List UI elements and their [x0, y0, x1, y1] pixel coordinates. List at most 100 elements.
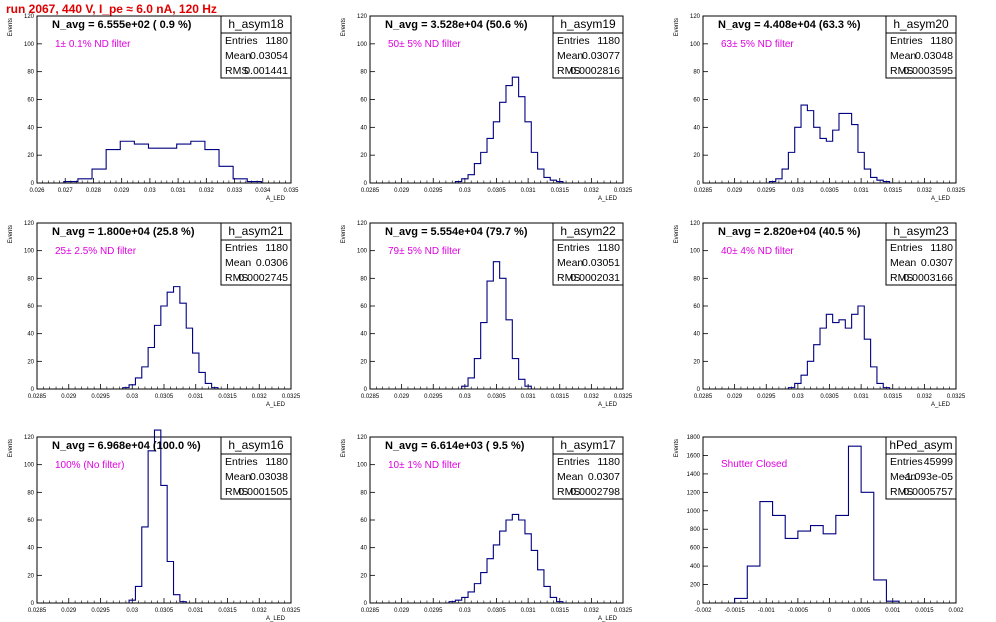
y-tick-label: 200 [690, 583, 701, 589]
y-tick-label: 100 [24, 249, 35, 255]
y-tick-label: 1800 [687, 435, 701, 441]
y-tick-label: 100 [690, 249, 701, 255]
y-tick-label: 20 [27, 359, 34, 365]
stats-value: 1180 [265, 242, 288, 254]
x-tick-label: 0.0325 [947, 394, 966, 400]
y-tick-label: 100 [690, 42, 701, 48]
stats-value: 0.001441 [244, 65, 288, 77]
histogram-series [128, 429, 187, 603]
y-axis-label: Events [8, 18, 14, 36]
stats-key: RMS [225, 272, 248, 284]
y-tick-label: 1200 [687, 490, 701, 496]
stats-value: 0.0005757 [903, 486, 953, 498]
x-tick-label: 0.0295 [424, 394, 443, 400]
stats-title: h_asym22 [560, 224, 616, 238]
y-tick-label: 100 [357, 463, 368, 469]
stats-value: 1180 [597, 242, 620, 254]
stats-key: Entries [557, 456, 590, 468]
stats-key: Mean [890, 471, 916, 483]
stats-value: 1180 [597, 456, 620, 468]
x-tick-label: 0.0305 [820, 188, 839, 194]
x-tick-label: -0.0015 [724, 608, 745, 614]
stats-box [552, 222, 624, 286]
histogram-series [63, 140, 262, 183]
y-tick-label: 400 [690, 564, 701, 570]
y-tick-label: 20 [693, 359, 700, 365]
x-tick-label: 0.0285 [694, 188, 713, 194]
stats-value: 1180 [265, 456, 288, 468]
stats-key: RMS [890, 272, 913, 284]
y-axis-label: Events [674, 439, 680, 457]
x-tick-label: 0.028 [86, 188, 102, 194]
filter-annotation: 50± 5% ND filter [388, 39, 461, 50]
x-axis-label: A_LED [598, 616, 618, 622]
histogram-panel-hPed_asym: -0.002 -0.0015 -0.001 -0.0005 0 0.0005 0.001 0.… [674, 435, 964, 614]
y-tick-label: 120 [357, 14, 368, 20]
x-tick-label: 0.031 [171, 188, 187, 194]
x-tick-label: 0.0315 [218, 608, 237, 614]
x-tick-label: 0.0315 [551, 394, 570, 400]
histogram-panel-h_asym16: 0.0285 0.029 0.0295 0.03 0.0305 0.031 0.0315 0.… [8, 429, 301, 622]
x-tick-label: 0.031 [188, 608, 204, 614]
x-tick-label: 0.03 [126, 608, 138, 614]
stats-value: 1180 [597, 35, 620, 47]
y-tick-label: 80 [360, 70, 367, 76]
y-tick-label: 60 [360, 518, 367, 524]
x-tick-label: 0.0285 [361, 608, 380, 614]
y-tick-label: 1000 [687, 509, 701, 515]
stats-box [885, 15, 957, 79]
filter-annotation: 63± 5% ND filter [721, 39, 794, 50]
x-tick-label: 0.03 [459, 608, 471, 614]
y-tick-label: 80 [27, 276, 34, 282]
y-tick-label: 60 [27, 98, 34, 104]
x-axis-label: A_LED [598, 402, 618, 408]
stats-key: Mean [225, 257, 251, 269]
y-tick-label: 80 [27, 70, 34, 76]
y-tick-label: 60 [27, 304, 34, 310]
x-tick-label: 0.0295 [91, 394, 110, 400]
y-axis-label: Events [341, 439, 347, 457]
stats-value: 0.0001505 [238, 486, 288, 498]
y-tick-label: 60 [27, 518, 34, 524]
x-axis-label: A_LED [266, 196, 286, 202]
y-tick-label: 120 [690, 14, 701, 20]
stats-value: 0.03054 [250, 50, 288, 62]
x-tick-label: 0.027 [58, 188, 74, 194]
x-axis-label: A_LED [266, 402, 286, 408]
x-tick-label: 0.0325 [614, 608, 633, 614]
x-tick-label: 0.0295 [757, 394, 776, 400]
x-tick-label: 0.03 [144, 188, 156, 194]
x-tick-label: 0.035 [283, 188, 299, 194]
y-tick-label: 80 [360, 276, 367, 282]
x-tick-label: 0.031 [521, 608, 537, 614]
y-tick-label: 120 [357, 221, 368, 227]
stats-box [220, 436, 292, 500]
x-tick-label: 0.032 [584, 608, 600, 614]
y-tick-label: 60 [693, 98, 700, 104]
x-tick-label: 0.031 [521, 394, 537, 400]
x-tick-label: 0.03 [792, 188, 804, 194]
x-tick-label: 0.029 [727, 394, 743, 400]
y-tick-label: 60 [360, 304, 367, 310]
stats-key: Mean [557, 471, 583, 483]
filter-annotation: 10± 1% ND filter [388, 460, 461, 471]
y-tick-label: 40 [693, 125, 700, 131]
y-axis-label: Events [8, 225, 14, 243]
stats-value: 0.03048 [915, 50, 953, 62]
stats-key: RMS [557, 65, 580, 77]
stats-title: h_asym21 [228, 224, 284, 238]
x-tick-label: -0.002 [694, 608, 712, 614]
y-tick-label: 60 [360, 98, 367, 104]
panel-title: N_avg = 5.554e+04 (79.7 %) [385, 226, 528, 238]
stats-key: Entries [890, 242, 923, 254]
x-tick-label: 0.0305 [155, 394, 174, 400]
x-tick-label: 0.0305 [820, 394, 839, 400]
stats-box [885, 222, 957, 286]
x-tick-label: 0.0325 [614, 188, 633, 194]
stats-value: 45999 [924, 456, 953, 468]
y-tick-label: 800 [690, 527, 701, 533]
x-tick-label: 0.0305 [487, 608, 506, 614]
y-tick-label: 80 [693, 276, 700, 282]
stats-value: 1180 [930, 35, 953, 47]
stats-value: 0.0002798 [570, 486, 620, 498]
